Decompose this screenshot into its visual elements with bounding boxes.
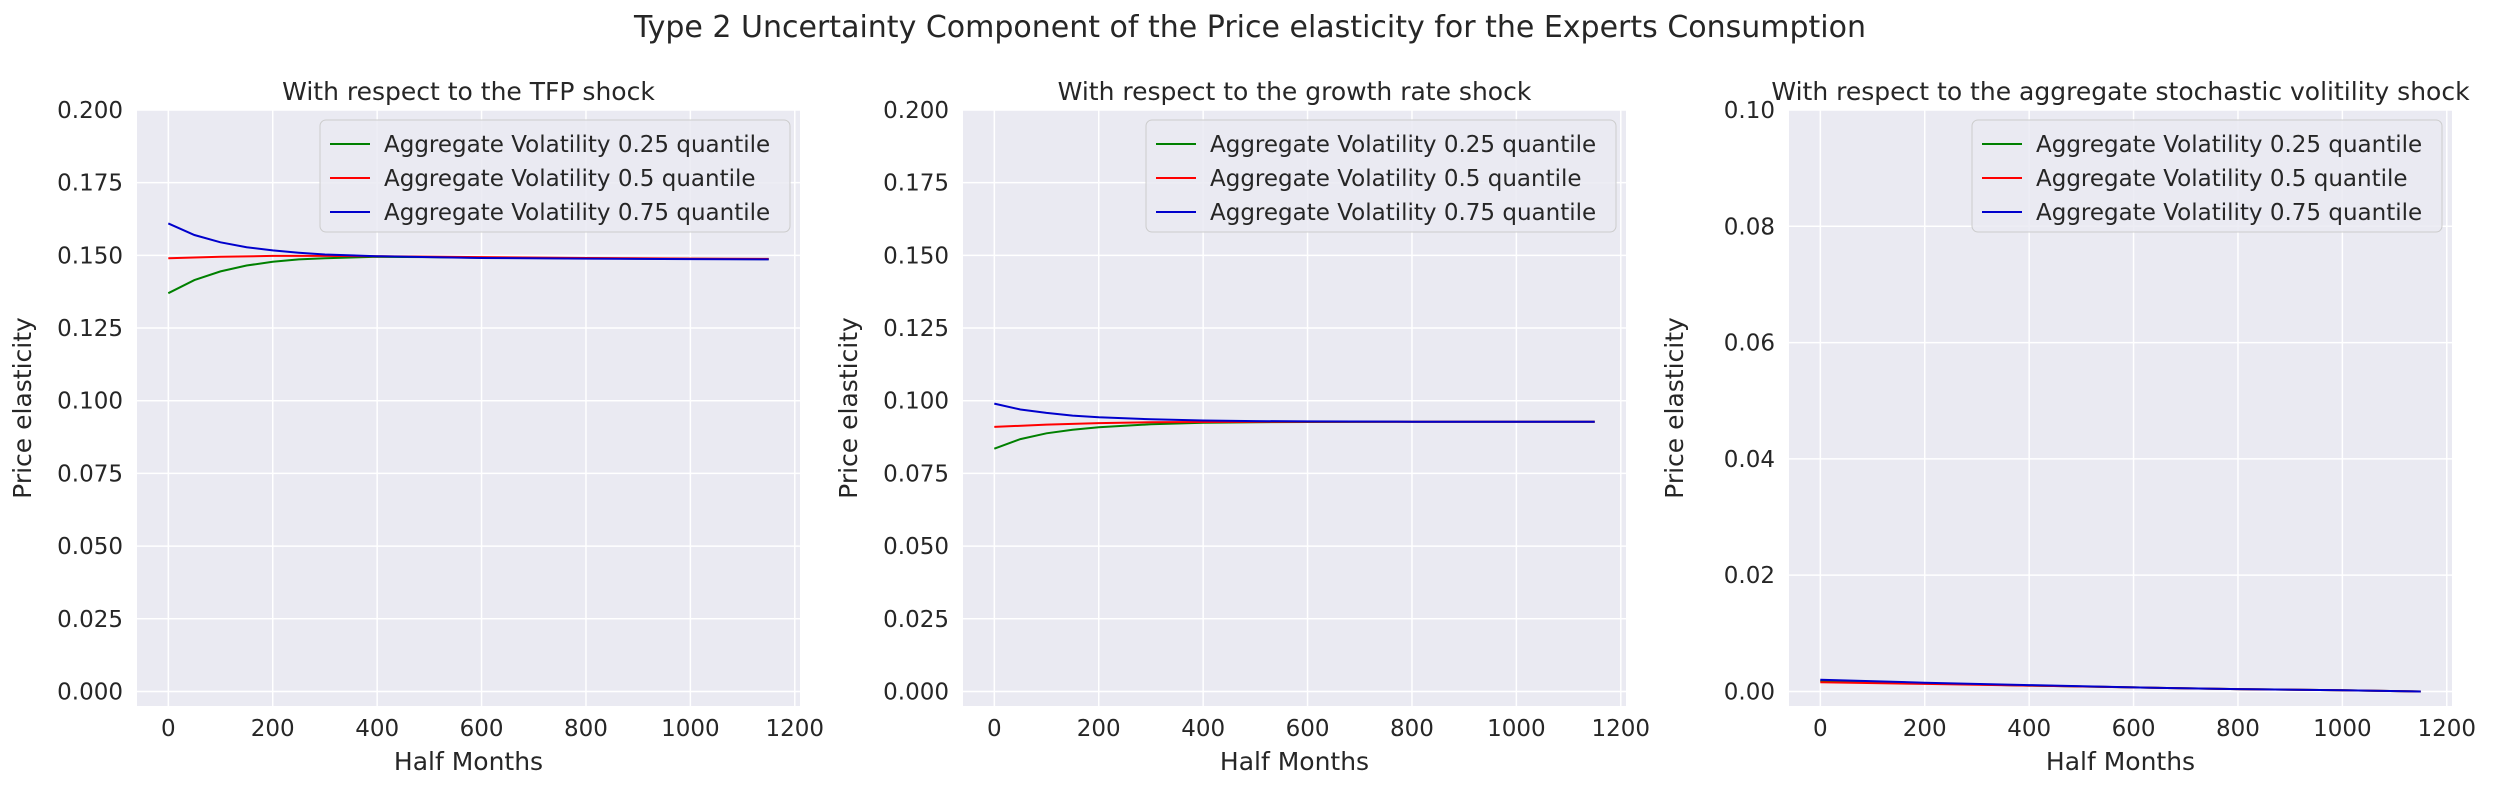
x-tick-label: 0 — [1813, 716, 1828, 742]
legend-box — [1145, 119, 1617, 233]
x-tick-label: 200 — [1077, 716, 1121, 742]
y-tick-label: 0.100 — [57, 389, 123, 415]
legend-box — [319, 119, 791, 233]
y-tick-label: 0.125 — [883, 316, 949, 342]
y-tick-label: 0.025 — [883, 607, 949, 633]
series-line-3 — [167, 222, 769, 261]
y-tick-label: 0.200 — [883, 98, 949, 124]
y-tick-label: 0.02 — [1724, 563, 1775, 589]
y-tick-label: 0.08 — [1724, 214, 1775, 240]
x-tick-label: 0 — [987, 716, 1002, 742]
legend-label: Aggregate Volatility 0.25 quantile — [2036, 132, 2422, 158]
x-tick-label: 600 — [2112, 716, 2156, 742]
y-axis-label: Price elasticity — [1660, 317, 1689, 499]
y-tick-label: 0.000 — [57, 679, 123, 705]
x-tick-label: 800 — [2216, 716, 2260, 742]
y-tick-label: 0.050 — [57, 534, 123, 560]
legend-box — [1971, 119, 2443, 233]
x-tick-label: 400 — [1181, 716, 1225, 742]
x-tick-label: 1000 — [661, 716, 720, 742]
y-tick-label: 0.075 — [57, 461, 123, 487]
panel-title: With respect to the TFP shock — [282, 77, 655, 106]
legend-label: Aggregate Volatility 0.75 quantile — [384, 200, 770, 226]
y-tick-label: 0.175 — [883, 171, 949, 197]
y-tick-label: 0.150 — [883, 243, 949, 269]
y-tick-label: 0.025 — [57, 607, 123, 633]
y-tick-label: 0.10 — [1724, 98, 1775, 124]
y-axis-label: Price elasticity — [8, 317, 37, 499]
x-tick-label: 200 — [251, 716, 295, 742]
legend-label: Aggregate Volatility 0.75 quantile — [2036, 200, 2422, 226]
panel-title: With respect to the aggregate stochastic… — [1771, 77, 2470, 106]
panel-title: With respect to the growth rate shock — [1058, 77, 1532, 106]
legend-label: Aggregate Volatility 0.25 quantile — [1210, 132, 1596, 158]
y-tick-label: 0.075 — [883, 461, 949, 487]
x-tick-label: 600 — [460, 716, 504, 742]
x-tick-label: 400 — [2007, 716, 2051, 742]
series-line-3 — [994, 402, 1595, 423]
legend-label: Aggregate Volatility 0.75 quantile — [1210, 200, 1596, 226]
y-tick-label: 0.04 — [1724, 447, 1775, 473]
legend-label: Aggregate Volatility 0.25 quantile — [384, 132, 770, 158]
x-tick-label: 1200 — [766, 716, 825, 742]
x-tick-label: 400 — [355, 716, 399, 742]
x-tick-label: 1000 — [2313, 716, 2372, 742]
x-tick-label: 1000 — [1487, 716, 1546, 742]
x-tick-label: 0 — [161, 716, 176, 742]
legend-label: Aggregate Volatility 0.5 quantile — [384, 166, 756, 192]
figure-title: Type 2 Uncertainty Component of the Pric… — [633, 10, 1867, 45]
legend-label: Aggregate Volatility 0.5 quantile — [2036, 166, 2408, 192]
series-line-3 — [1820, 678, 2421, 693]
y-tick-label: 0.200 — [57, 98, 123, 124]
x-tick-label: 800 — [1390, 716, 1434, 742]
x-axis-label: Half Months — [2046, 747, 2195, 776]
x-axis-label: Half Months — [1220, 747, 1369, 776]
y-tick-label: 0.050 — [883, 534, 949, 560]
x-axis-label: Half Months — [394, 747, 543, 776]
x-tick-label: 1200 — [2418, 716, 2477, 742]
y-tick-label: 0.175 — [57, 171, 123, 197]
y-tick-label: 0.000 — [883, 679, 949, 705]
y-tick-label: 0.125 — [57, 316, 123, 342]
x-tick-label: 1200 — [1592, 716, 1651, 742]
x-tick-label: 600 — [1286, 716, 1330, 742]
legend-label: Aggregate Volatility 0.5 quantile — [1210, 166, 1582, 192]
x-tick-label: 200 — [1903, 716, 1947, 742]
y-tick-label: 0.100 — [883, 389, 949, 415]
y-tick-label: 0.00 — [1724, 679, 1775, 705]
x-tick-label: 800 — [564, 716, 608, 742]
y-tick-label: 0.150 — [57, 243, 123, 269]
y-tick-label: 0.06 — [1724, 331, 1775, 357]
y-axis-label: Price elasticity — [834, 317, 863, 499]
